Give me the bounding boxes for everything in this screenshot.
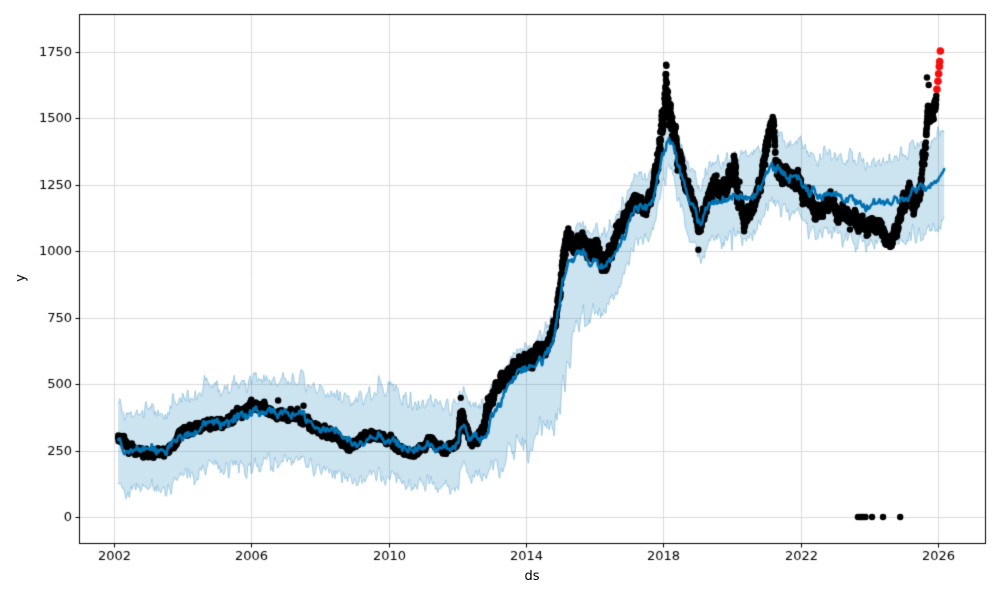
x-axis-label: ds: [524, 569, 540, 584]
y-axis-label: y: [13, 274, 29, 282]
